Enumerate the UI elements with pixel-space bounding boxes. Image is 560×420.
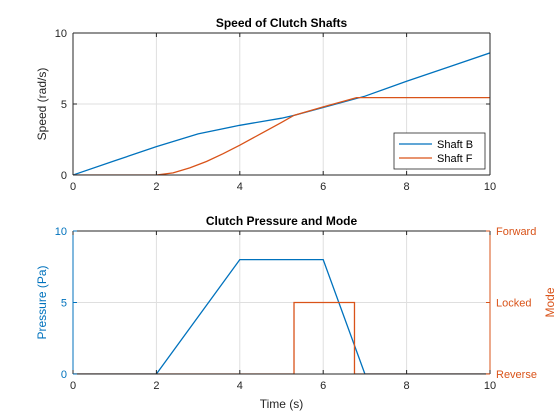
x-tick-label: 10	[484, 380, 496, 392]
y-axis-label: Pressure (Pa)	[35, 265, 49, 339]
chart-title: Clutch Pressure and Mode	[206, 214, 358, 228]
x-axis-label: Time (s)	[260, 397, 304, 411]
y-tick-label: 0	[61, 170, 67, 182]
legend: Shaft B Shaft F	[393, 132, 486, 170]
series-line-shaft-b	[73, 52, 490, 175]
x-tick-label: 0	[70, 380, 76, 392]
x-tick-label: 8	[404, 181, 410, 193]
series-line-shaft-f	[73, 96, 490, 175]
right-tick-label: Forward	[496, 226, 536, 238]
x-tick-label: 0	[70, 181, 76, 193]
x-tick-label: 2	[153, 181, 159, 193]
series-line-1-1	[73, 301, 490, 374]
x-tick-label: 4	[237, 181, 243, 193]
y-tick-label: 0	[61, 369, 67, 381]
legend-box	[393, 132, 486, 170]
y-tick-label: 10	[55, 226, 67, 238]
y-axis-label: Speed (rad/s)	[35, 68, 49, 141]
x-tick-label: 10	[484, 181, 496, 193]
series-line-1-0	[73, 258, 490, 374]
right-axis-label: Mode	[543, 287, 557, 317]
x-tick-label: 6	[320, 380, 326, 392]
legend-label: Shaft F	[437, 153, 473, 165]
right-tick-label: Reverse	[496, 369, 537, 381]
x-tick-label: 2	[153, 380, 159, 392]
y-tick-label: 5	[61, 99, 67, 111]
y-tick-label: 5	[61, 298, 67, 310]
chart-title: Speed of Clutch Shafts	[216, 16, 348, 30]
legend-label: Shaft B	[437, 139, 473, 151]
y-tick-label: 10	[55, 28, 67, 40]
x-tick-label: 6	[320, 181, 326, 193]
x-tick-label: 8	[404, 380, 410, 392]
right-tick-label: Locked	[496, 298, 531, 310]
x-tick-label: 4	[237, 380, 243, 392]
